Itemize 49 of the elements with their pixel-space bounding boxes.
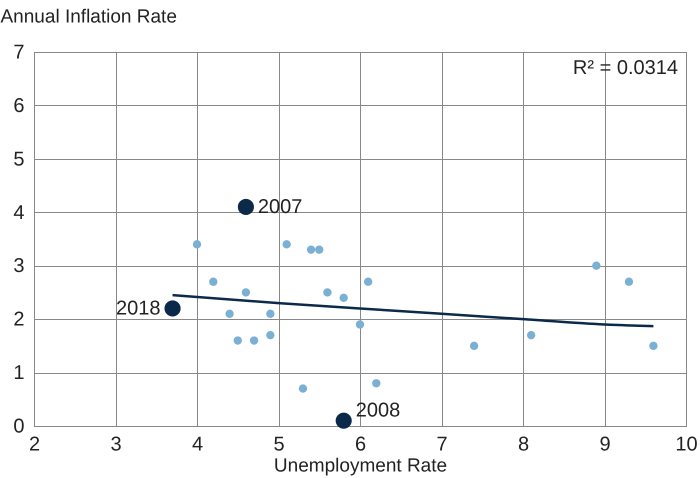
point: [364, 278, 372, 286]
point: [315, 246, 324, 254]
point: [340, 294, 348, 302]
point: [592, 262, 601, 270]
x-tick-label: 10: [675, 434, 698, 456]
point: [266, 330, 275, 340]
point: [209, 278, 218, 286]
point: [266, 310, 275, 318]
annotation: 2008: [356, 400, 400, 422]
point: [298, 384, 308, 393]
annotation: 2018: [116, 297, 161, 320]
x-axis-title: Unemployment Rate: [274, 456, 448, 476]
point: [649, 342, 658, 350]
point: [250, 336, 258, 345]
y-tick-label: 4: [13, 202, 24, 224]
x-tick-label: 2: [28, 434, 40, 456]
x-tick-label: 3: [110, 434, 122, 456]
y-tick-label: 3: [13, 255, 24, 278]
point: [225, 310, 234, 318]
y-tick-label: 5: [13, 148, 24, 170]
x-tick-label: 8: [518, 434, 530, 456]
point: [242, 288, 250, 297]
point: [372, 379, 380, 388]
x-tick-label: 4: [192, 434, 204, 456]
y-tick-label: 2: [13, 308, 24, 331]
point: [526, 330, 536, 340]
point: [164, 300, 181, 317]
point: [306, 246, 316, 254]
y-tick-label: 6: [13, 94, 24, 117]
y-axis-title: Annual Inflation Rate: [0, 6, 177, 28]
y-tick-label: 0: [13, 416, 24, 438]
x-tick-label: 5: [273, 434, 285, 456]
point: [238, 198, 254, 215]
point: [192, 240, 202, 249]
point: [282, 240, 291, 249]
y-tick-label: 1: [13, 362, 24, 384]
y-tick-label: 7: [13, 42, 24, 64]
line-series: [171, 294, 655, 328]
point: [470, 342, 478, 350]
point: [336, 412, 352, 429]
x-tick-label: 6: [354, 434, 366, 456]
annotation: R² = 0.0314: [572, 57, 678, 79]
point: [624, 278, 634, 286]
point: [323, 288, 332, 297]
x-tick-label: 9: [599, 434, 611, 456]
point: [234, 336, 242, 345]
point: [356, 320, 364, 329]
x-tick-label: 7: [436, 434, 448, 456]
annotation: 2007: [258, 196, 302, 218]
